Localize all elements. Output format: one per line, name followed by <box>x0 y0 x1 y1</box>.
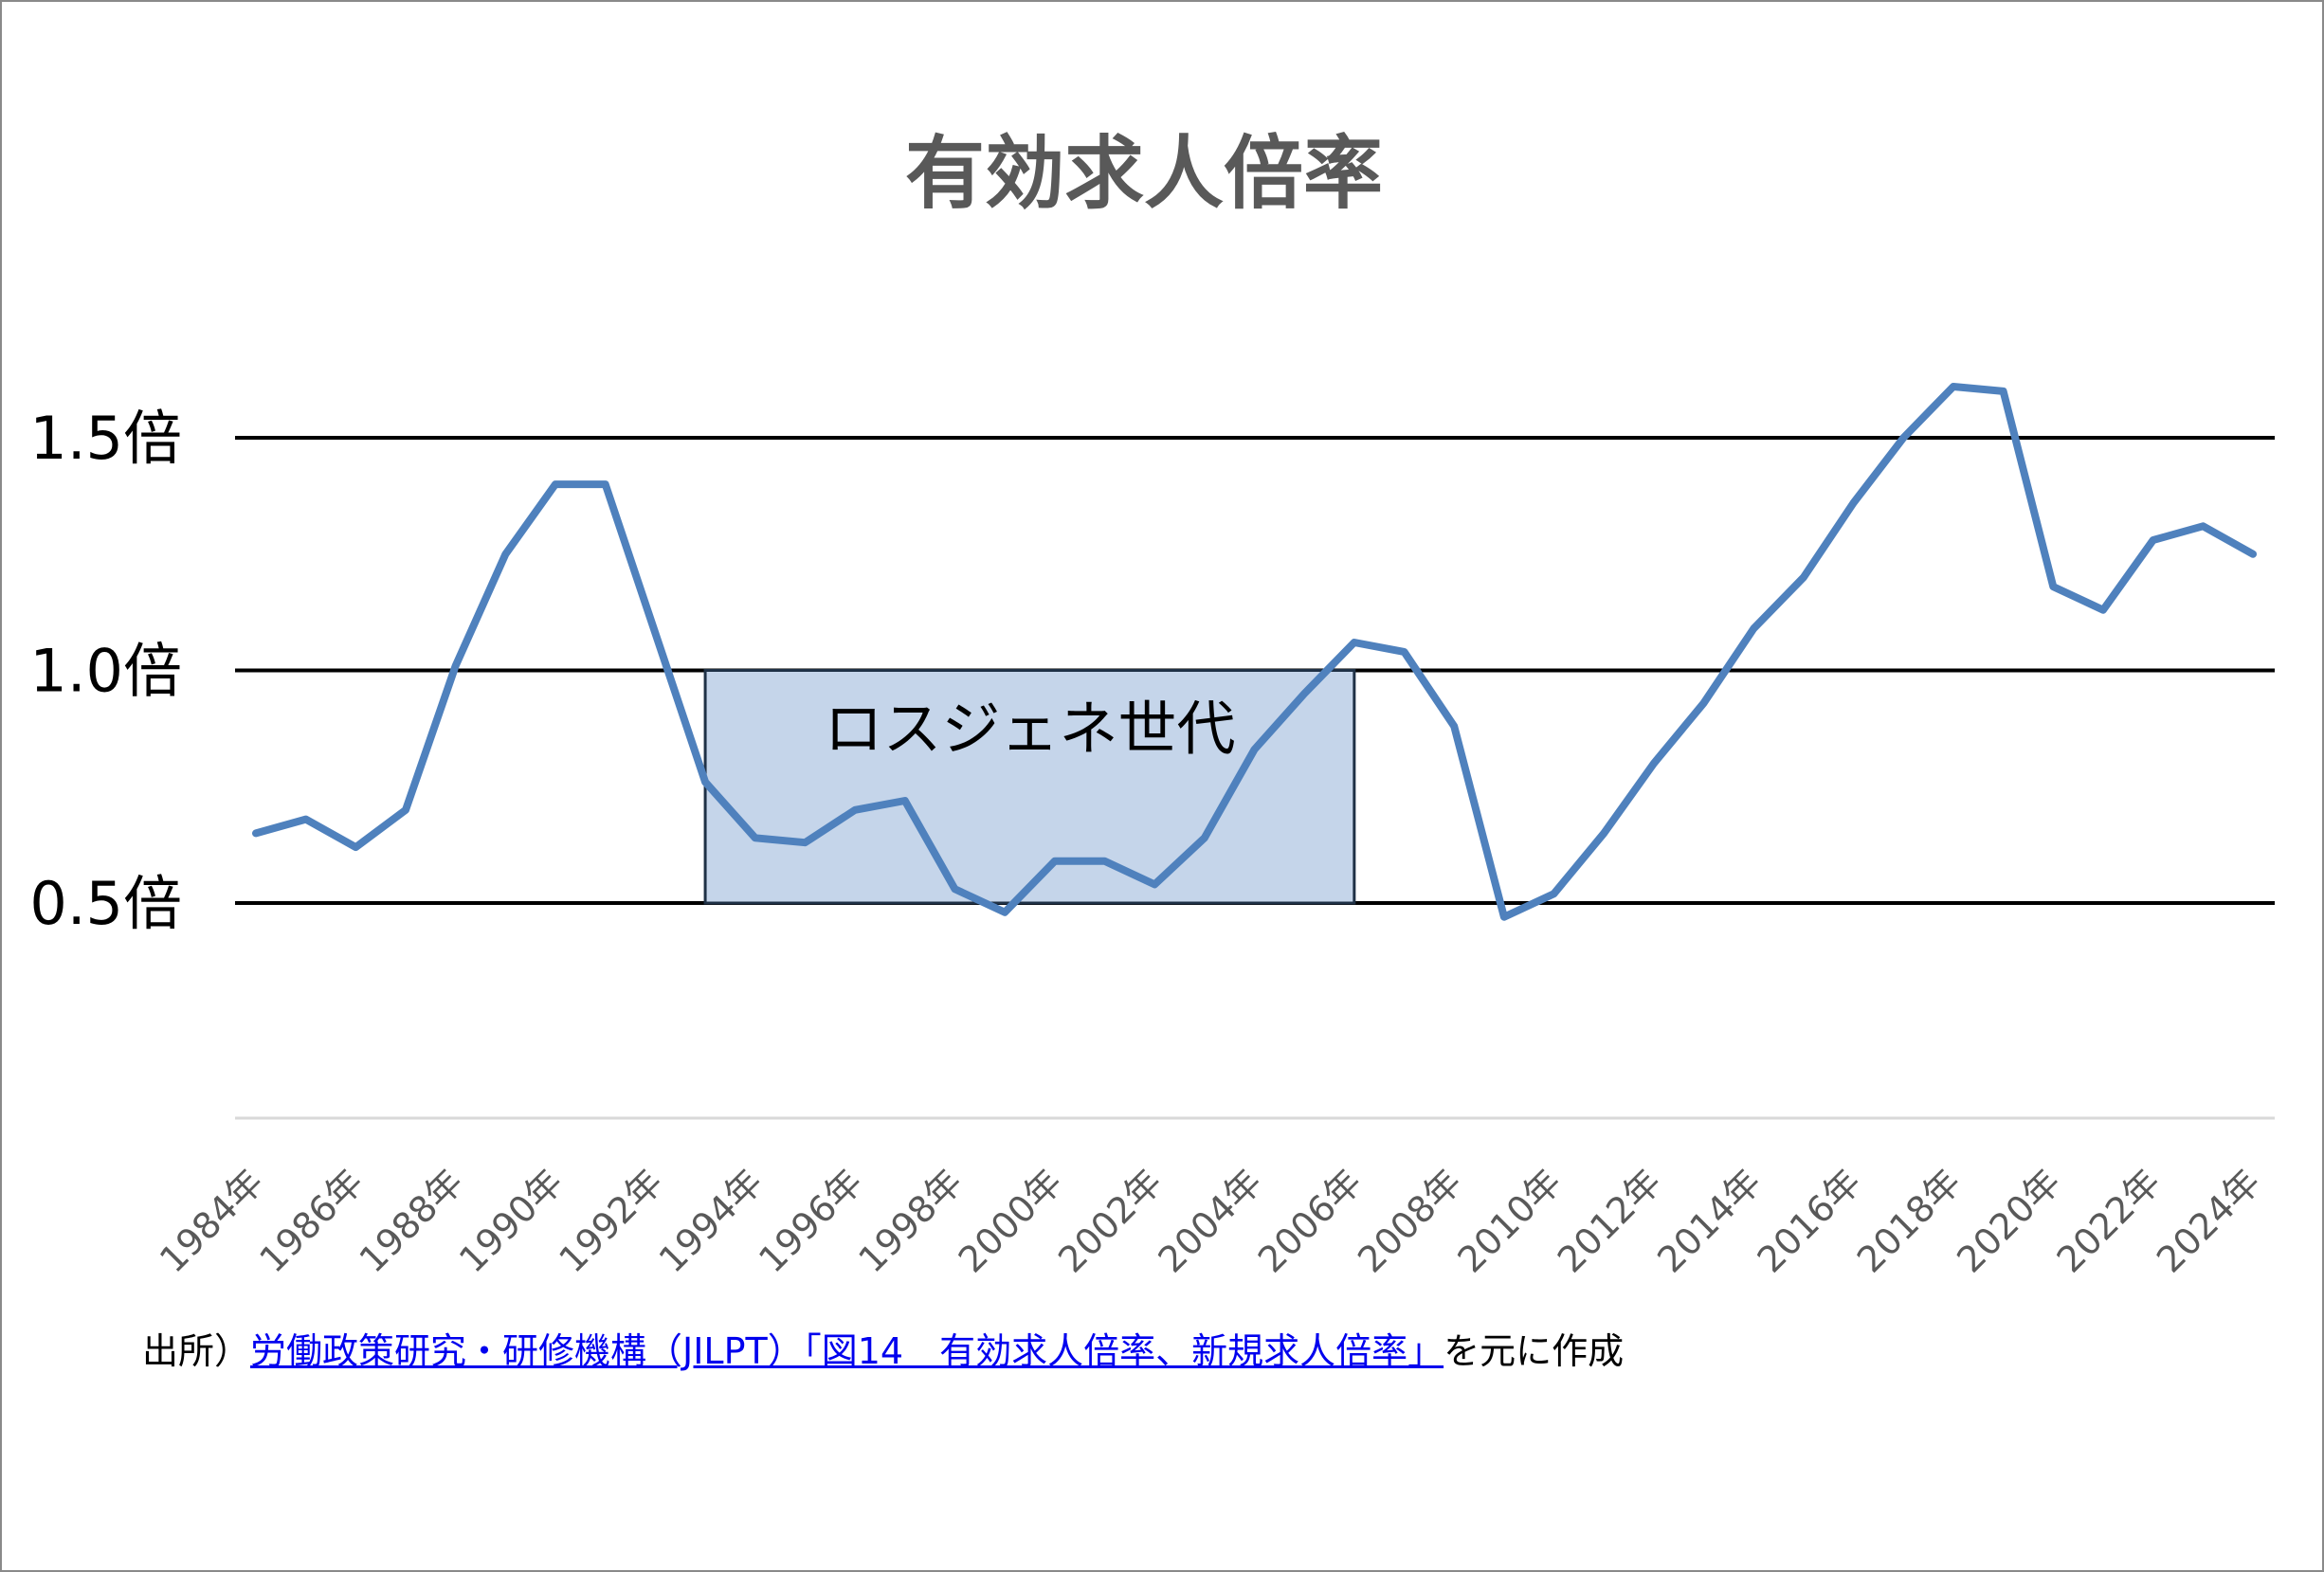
data-point <box>1851 500 1856 505</box>
data-point <box>1252 747 1257 751</box>
chart-title: 有効求人倍率 <box>905 127 1383 220</box>
data-point <box>753 836 757 840</box>
x-tick-label: 2012年 <box>1550 1161 1669 1280</box>
data-point <box>1452 724 1457 729</box>
data-point <box>2151 538 2155 543</box>
data-point <box>803 840 808 845</box>
data-point <box>1402 649 1407 654</box>
x-tick-label: 2002年 <box>1050 1161 1170 1280</box>
source-link[interactable]: 労働政策研究・研修機構（JILPT）「図14 有効求人倍率、新規求人倍率」 <box>250 1330 1444 1372</box>
data-point <box>2051 585 2056 589</box>
data-point <box>853 807 858 812</box>
x-tick-label: 1984年 <box>152 1161 271 1280</box>
data-point <box>1102 858 1107 863</box>
data-point <box>1801 575 1806 580</box>
x-tick-label: 1996年 <box>751 1161 870 1280</box>
data-point <box>1901 436 1906 440</box>
x-tick-label: 2000年 <box>951 1161 1070 1280</box>
series-group <box>252 383 2257 921</box>
x-tick-label: 1994年 <box>651 1161 771 1280</box>
x-tick-label: 2008年 <box>1350 1161 1469 1280</box>
data-point <box>1003 910 1008 914</box>
x-tick-label: 1992年 <box>551 1161 670 1280</box>
x-tick-label: 2010年 <box>1450 1161 1570 1280</box>
y-axis-ticks: 0.5倍 1.0倍 1.5倍 <box>29 404 182 938</box>
data-point <box>1651 761 1656 766</box>
data-point <box>2201 524 2206 529</box>
x-tick-label: 2020年 <box>1949 1161 2068 1280</box>
data-point <box>2251 551 2255 556</box>
x-tick-label: 2018年 <box>1849 1161 1969 1280</box>
x-tick-label: 2024年 <box>2149 1161 2268 1280</box>
data-point <box>653 631 658 636</box>
data-point <box>1501 914 1506 919</box>
x-tick-label: 2004年 <box>1150 1161 1269 1280</box>
data-point <box>1202 836 1207 840</box>
data-point <box>1052 858 1057 863</box>
region-label: ロスジェネ世代 <box>824 695 1235 764</box>
data-point <box>303 817 308 822</box>
x-tick-label: 2006年 <box>1250 1161 1370 1280</box>
y-tick-label: 1.5倍 <box>29 404 182 473</box>
x-tick-label: 1986年 <box>251 1161 371 1280</box>
source-note: 出所）労働政策研究・研修機構（JILPT）「図14 有効求人倍率、新規求人倍率」… <box>142 1322 1624 1374</box>
source-prefix: 出所） <box>142 1330 251 1372</box>
data-point <box>2001 388 2006 393</box>
x-tick-label: 1998年 <box>850 1161 970 1280</box>
data-point <box>354 845 358 850</box>
data-point <box>453 663 458 668</box>
data-point <box>1752 626 1756 631</box>
data-point <box>1701 700 1706 705</box>
y-tick-label: 1.0倍 <box>29 637 182 706</box>
data-point <box>953 887 957 892</box>
data-point <box>1153 882 1157 887</box>
data-point <box>1552 892 1556 896</box>
data-point <box>1602 831 1607 836</box>
data-point <box>404 807 409 812</box>
data-point <box>1951 384 1955 388</box>
x-axis-ticks: 1984年1986年1988年1990年1992年1994年1996年1998年… <box>152 1161 2268 1280</box>
data-point <box>902 798 907 803</box>
x-tick-label: 1988年 <box>352 1161 471 1280</box>
data-point <box>554 482 558 487</box>
shaded-region-group: ロスジェネ世代 <box>703 669 1356 905</box>
data-point <box>2100 607 2105 612</box>
data-point <box>703 780 708 785</box>
data-point <box>1352 641 1356 645</box>
source-suffix: を元に作成 <box>1443 1330 1625 1372</box>
x-tick-label: 2016年 <box>1750 1161 1869 1280</box>
data-point <box>1302 692 1307 696</box>
x-tick-label: 1990年 <box>451 1161 571 1280</box>
x-tick-label: 2022年 <box>2049 1161 2169 1280</box>
data-point <box>603 482 608 487</box>
data-point <box>254 831 258 836</box>
y-tick-label: 0.5倍 <box>29 869 182 938</box>
x-tick-label: 2014年 <box>1649 1161 1769 1280</box>
data-point <box>503 551 508 556</box>
